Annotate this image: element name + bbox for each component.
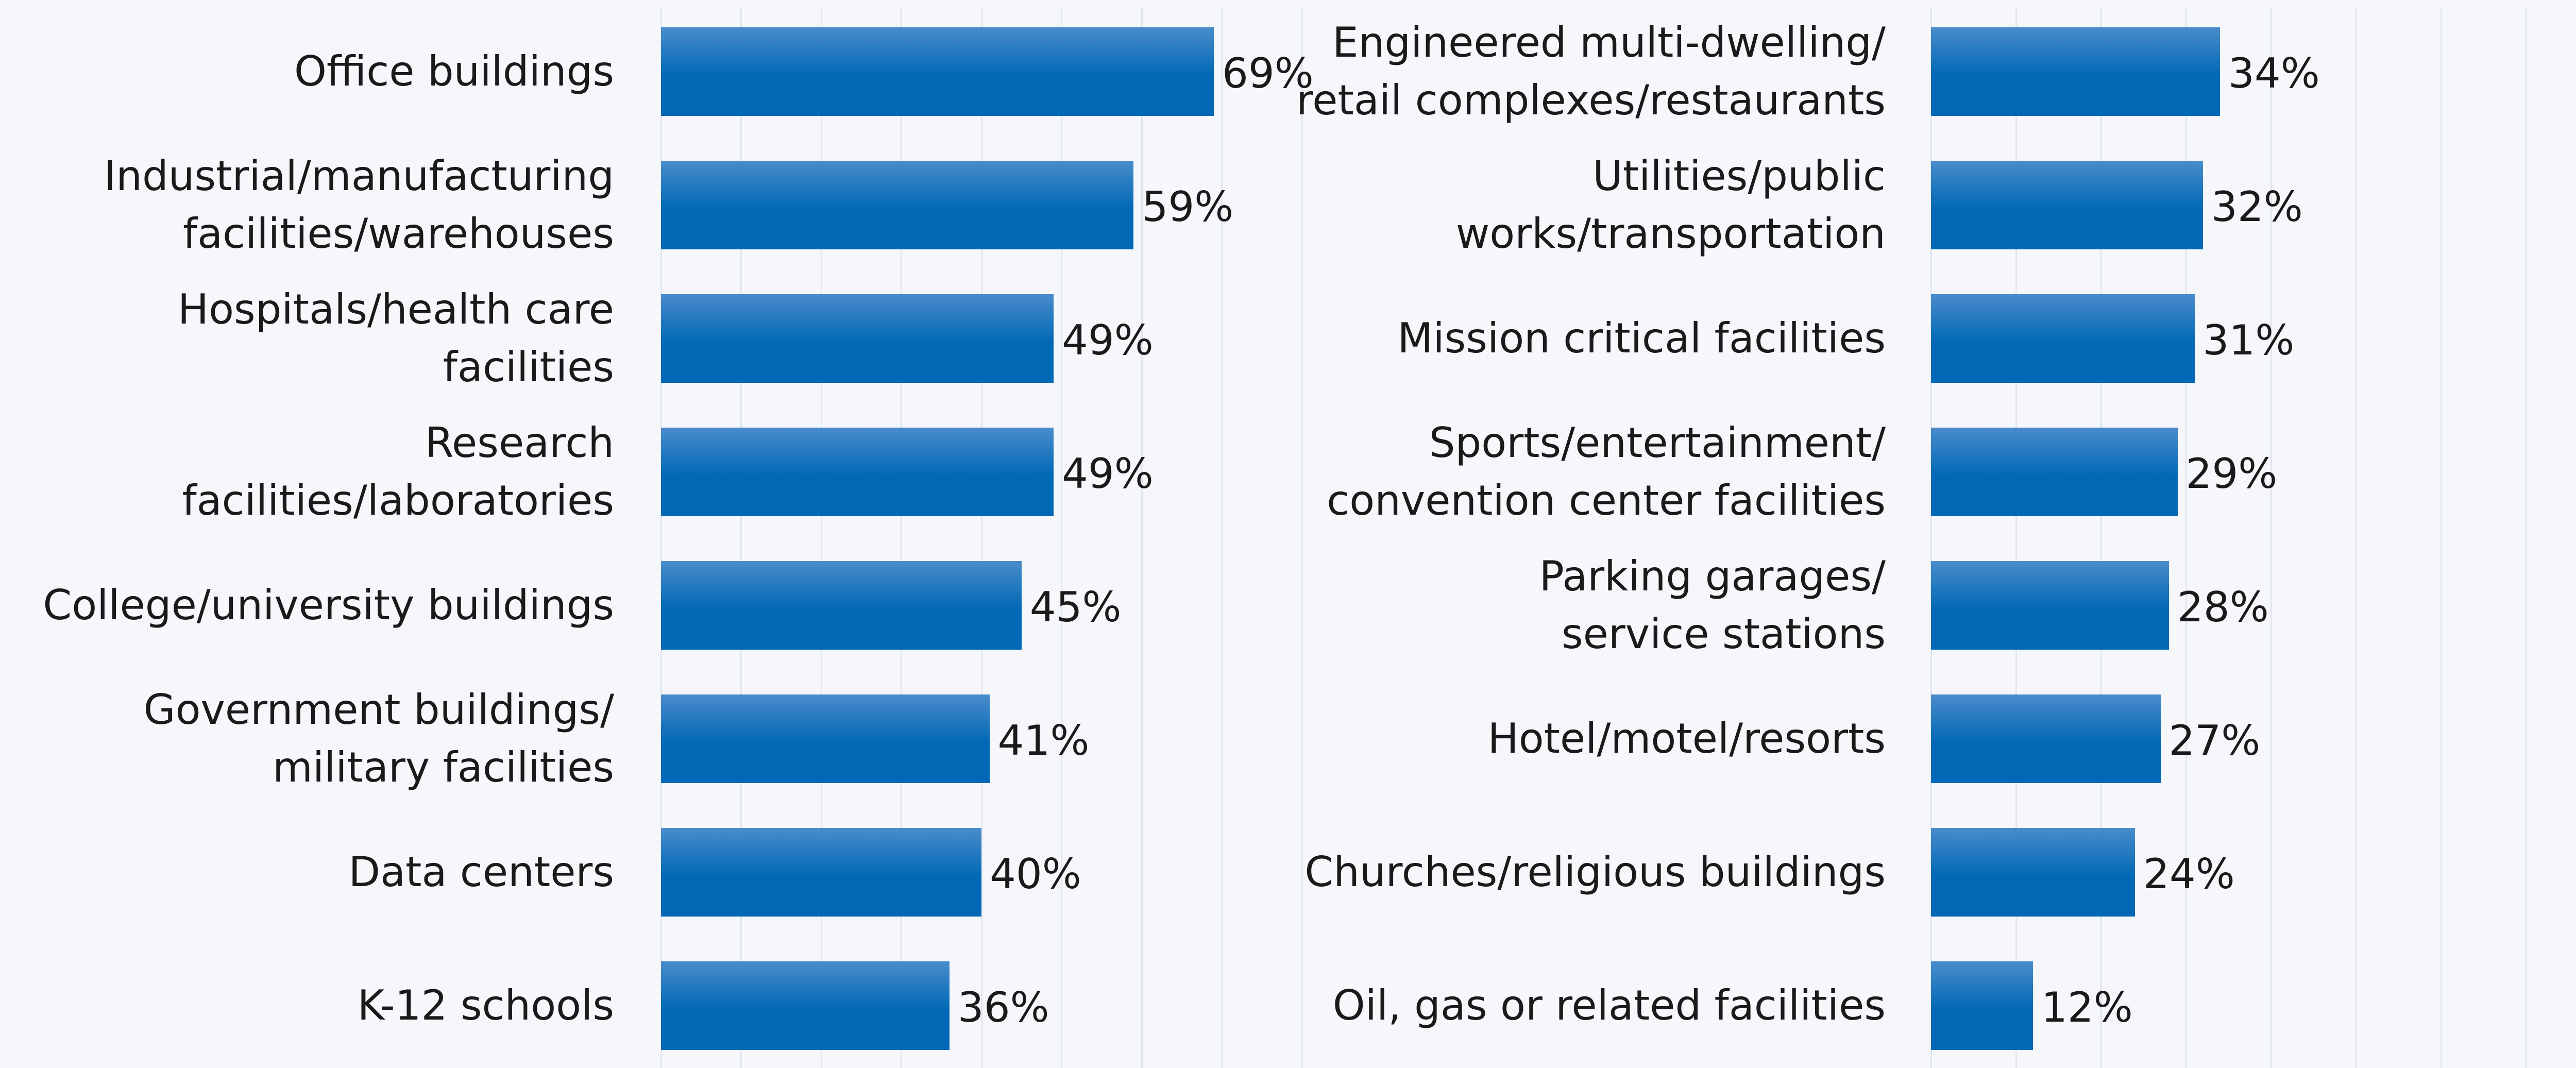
bar — [661, 828, 981, 917]
grid-line — [660, 8, 662, 1068]
category-label: Research facilities/laboratories — [182, 419, 614, 524]
value-label: 36% — [957, 984, 1049, 1031]
value-label: 59% — [1142, 183, 1234, 231]
bar — [661, 694, 990, 783]
grid-line — [820, 8, 822, 1068]
bar — [1931, 428, 2178, 516]
value-label: 27% — [2168, 717, 2261, 765]
category-label: Office buildings — [294, 47, 614, 95]
category-label: Sports/entertainment/ convention center … — [1327, 419, 1886, 524]
category-label: Data centers — [348, 848, 614, 896]
grid-line — [1301, 8, 1303, 1068]
bar — [661, 561, 1022, 650]
value-label: 31% — [2202, 316, 2295, 364]
bar — [661, 27, 1214, 116]
grid-line — [1141, 8, 1143, 1068]
grid-line — [2015, 8, 2017, 1068]
category-label: College/university buildings — [43, 581, 614, 629]
value-label: 34% — [2228, 49, 2320, 97]
bar — [661, 428, 1054, 516]
grid-line — [2270, 8, 2272, 1068]
bar — [661, 161, 1134, 249]
value-label: 28% — [2177, 583, 2269, 631]
grid-line — [740, 8, 742, 1068]
bar — [1931, 561, 2169, 650]
value-label: 40% — [990, 850, 1081, 898]
value-label: 45% — [1029, 583, 1122, 631]
bar — [661, 961, 950, 1050]
grid-line — [2100, 8, 2102, 1068]
grid-line — [901, 8, 902, 1068]
category-label: Hospitals/health care facilities — [177, 285, 614, 391]
value-label: 32% — [2211, 183, 2303, 231]
category-label: Hotel/motel/resorts — [1487, 715, 1886, 762]
category-label: Industrial/manufacturing facilities/ware… — [104, 152, 614, 258]
bar — [1931, 828, 2135, 917]
bar — [1931, 27, 2220, 116]
category-label: Oil, gas or related facilities — [1332, 981, 1886, 1029]
grid-line — [2440, 8, 2442, 1068]
value-label: 41% — [997, 717, 1090, 765]
category-label: Government buildings/ military facilitie… — [143, 686, 614, 791]
value-label: 24% — [2143, 850, 2235, 898]
value-label: 29% — [2185, 450, 2278, 498]
grid-line — [2525, 8, 2527, 1068]
value-label: 49% — [1061, 450, 1154, 498]
category-label: Churches/religious buildings — [1304, 848, 1886, 896]
category-label: Parking garages/ service stations — [1539, 552, 1886, 658]
value-label: 69% — [1222, 49, 1314, 97]
value-label: 12% — [2041, 984, 2133, 1031]
grid-line — [2355, 8, 2357, 1068]
grid-line — [1061, 8, 1062, 1068]
bar — [1931, 961, 2033, 1050]
bar — [1931, 694, 2161, 783]
grid-line — [2185, 8, 2187, 1068]
bar — [661, 294, 1054, 383]
grid-line — [1930, 8, 1932, 1068]
category-label: Mission critical facilities — [1397, 314, 1886, 362]
bar — [1931, 161, 2203, 249]
category-label: Utilities/public works/transportation — [1455, 152, 1886, 258]
category-label: K-12 schools — [357, 981, 614, 1029]
grid-line — [980, 8, 982, 1068]
bar — [1931, 294, 2195, 383]
category-label: Engineered multi-dwelling/ retail comple… — [1296, 19, 1886, 124]
grid-line — [1221, 8, 1223, 1068]
value-label: 49% — [1061, 316, 1154, 364]
